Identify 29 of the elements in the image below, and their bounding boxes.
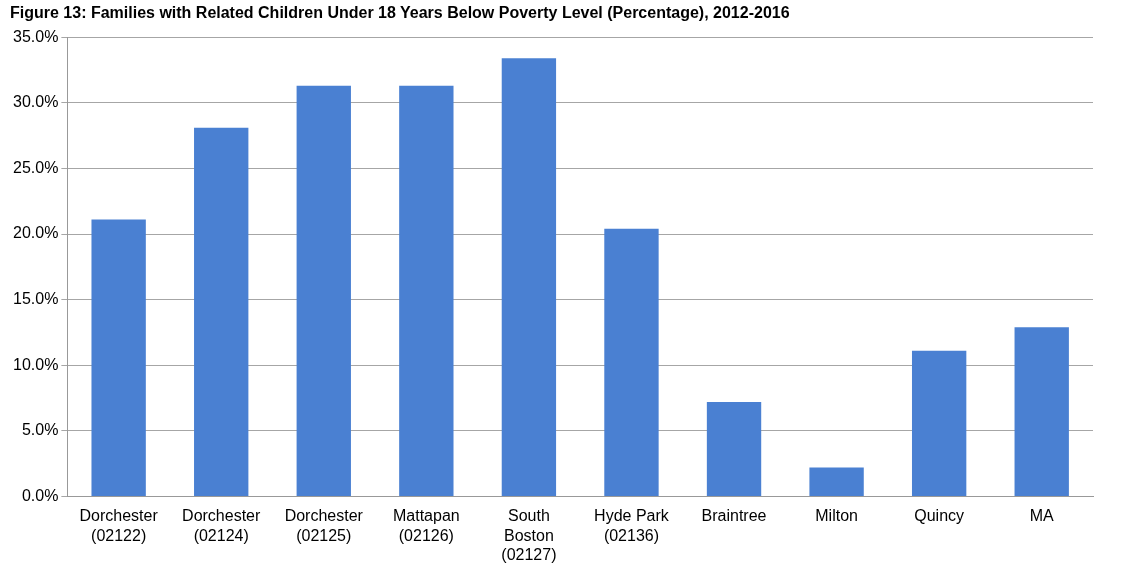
bar (501, 58, 557, 496)
bar (296, 85, 351, 496)
bar (91, 219, 146, 496)
x-tick-label: Milton (815, 507, 858, 525)
y-tick-label: 15.0% (12, 290, 59, 308)
x-tick-label: Mattapan (02126) (392, 507, 460, 544)
bar (809, 467, 864, 496)
bar (399, 85, 454, 496)
y-tick-label: 10.0% (12, 355, 59, 373)
y-tick-label: 30.0% (12, 93, 59, 111)
y-tick-label: 0.0% (21, 486, 59, 504)
y-tick-label: 20.0% (12, 224, 59, 242)
x-tick-label: Dorchester (02124) (182, 507, 262, 544)
y-tick-label: 25.0% (12, 158, 59, 176)
x-tick-label: Dorchester (02122) (79, 507, 159, 544)
bar (1014, 327, 1069, 496)
x-tick-label: Dorchester (02125) (284, 507, 364, 544)
bar (604, 228, 659, 496)
x-tick-label: Hyde Park (02136) (594, 507, 670, 544)
x-tick-label: MA (1029, 507, 1055, 525)
chart-title: Figure 13: Families with Related Children Under 18 Years Below Poverty Level (Percentage), 2012-2016 (10, 4, 790, 22)
y-tick-label: 35.0% (12, 27, 59, 45)
bar (194, 127, 249, 496)
x-tick-label: Quincy (914, 507, 965, 525)
x-tick-label: Braintree (701, 507, 767, 525)
y-tick-label: 5.0% (21, 421, 59, 439)
bar (706, 401, 762, 496)
bar (911, 350, 967, 496)
x-tick-label: South Boston (02127) (501, 507, 557, 563)
